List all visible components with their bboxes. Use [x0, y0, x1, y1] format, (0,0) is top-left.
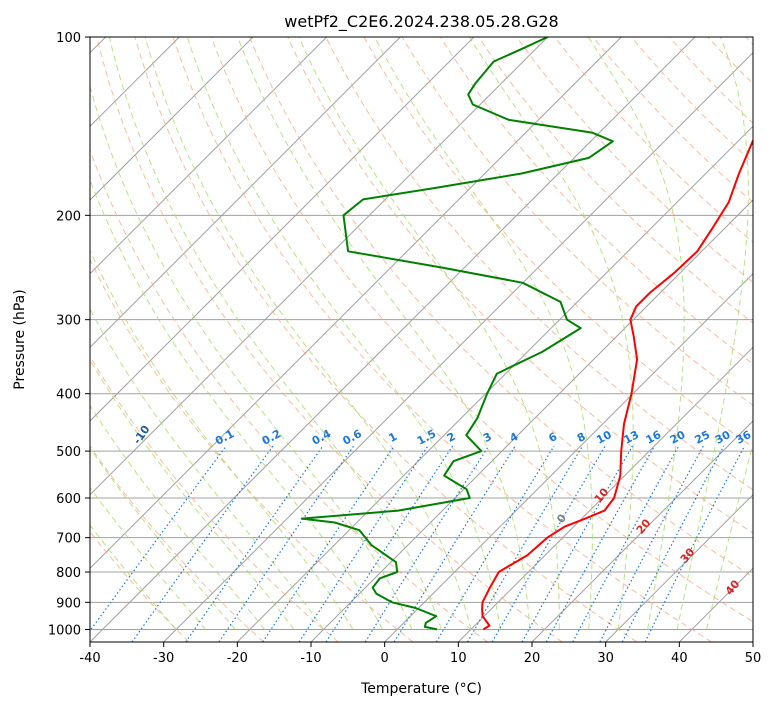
moist-adiabat [469, 37, 634, 630]
plot-frame [89, 36, 754, 643]
y-tick-label: 1000 [48, 623, 81, 638]
dry-adiabat [172, 37, 712, 642]
isotherm--20 [236, 125, 753, 642]
x-axis-label: Temperature (°C) [360, 681, 482, 697]
mixing-ratio-label: 16 [644, 428, 664, 447]
axes: -40 -30 -20 -10 0 10 20 30 40 50 100 200 300 400 500 60… [48, 31, 761, 666]
moist-adiabat [90, 84, 413, 630]
y-tick-label: 900 [56, 596, 81, 611]
x-tick-label: 0 [381, 651, 389, 666]
mixing-ratio-label: 30 [713, 428, 733, 447]
temperature-line [481, 138, 753, 631]
chart-title: wetPf2_C2E6.2024.238.05.28.G28 [284, 12, 558, 32]
moist-adiabat [706, 441, 753, 630]
isotherm-30 [605, 493, 753, 642]
moist-adiabat [90, 486, 207, 630]
moist-adiabat [108, 37, 442, 630]
mixing-ratio-line [325, 445, 454, 642]
mixing-ratio-label: 13 [622, 428, 642, 447]
mixing-ratio-line [621, 445, 725, 642]
x-tick-label: 40 [671, 651, 688, 666]
moist-adiabat [298, 37, 560, 630]
y-tick-label: 500 [56, 445, 81, 460]
x-tick-label: 20 [524, 651, 541, 666]
x-tick-label: -40 [79, 651, 100, 666]
moist-adiabat [90, 358, 295, 630]
moist-adiabat [587, 37, 685, 630]
isotherm--30 [163, 51, 753, 642]
y-tick-label: 300 [56, 314, 81, 329]
y-tick-label: 800 [56, 566, 81, 581]
mixing-ratio-line [218, 445, 355, 642]
dry-adiabat [630, 37, 753, 164]
moist-adiabat [90, 524, 177, 630]
y-tick-label: 200 [56, 209, 81, 224]
moist-adiabat [90, 404, 265, 630]
mixing-ratio-label: 25 [693, 428, 713, 447]
moist-adiabat [237, 37, 531, 630]
isotherm--100 [90, 37, 254, 201]
isotherm--90 [90, 37, 328, 275]
y-axis-label: Pressure (hPa) [12, 289, 28, 389]
moist-adiabat [90, 308, 324, 630]
mixing-ratio-line [364, 445, 490, 642]
moist-adiabat [676, 37, 749, 630]
y-tick-label: 100 [56, 31, 81, 46]
isotherm-0 [384, 272, 753, 642]
dry-adiabat [287, 37, 753, 534]
mixing-ratio-line [545, 445, 656, 642]
moist-adiabat [90, 447, 236, 630]
dry-adiabat [90, 258, 414, 642]
moist-adiabat [90, 249, 354, 630]
isotherm--10 [310, 199, 753, 642]
mixing-ratio-line [131, 445, 274, 642]
y-tick-label: 700 [56, 532, 81, 547]
x-tick-label: 10 [450, 651, 467, 666]
x-tick-label: -30 [153, 651, 174, 666]
plot-area: -100-90-80-70-60-50-40-30-20-100.10.20.4… [90, 37, 754, 642]
isotherm--70 [90, 37, 475, 422]
x-tick-label: 50 [745, 651, 762, 666]
mixing-ratio-line [185, 445, 324, 642]
moist-adiabat [144, 37, 472, 630]
y-tick-label: 400 [56, 388, 81, 403]
mixing-ratio-line [298, 445, 429, 642]
dry-adiabat [249, 37, 753, 578]
isotherm-10 [457, 346, 753, 642]
mixing-ratio-label: 20 [668, 428, 688, 447]
dry-adiabat [96, 37, 563, 642]
mixing-ratio-line [435, 445, 555, 642]
dry-adiabat [401, 37, 753, 406]
moist-adiabat [374, 37, 593, 630]
dry-adiabat [478, 37, 753, 324]
mixing-ratio-line [262, 445, 395, 642]
x-tick-label: -10 [300, 651, 321, 666]
isotherm--60 [90, 37, 549, 496]
moist-adiabat [186, 37, 501, 630]
isotherm-20 [531, 420, 753, 642]
mixing-ratio-line [644, 445, 746, 642]
dry-adiabat [592, 37, 753, 203]
mixing-ratio-line [521, 445, 634, 642]
x-tick-label: 30 [597, 651, 614, 666]
dry-adiabat [516, 37, 753, 284]
mixing-ratio-label: 36 [734, 428, 754, 447]
mixing-ratio-label: 10 [594, 428, 614, 447]
dry-adiabat [134, 37, 638, 642]
dry-adiabat [210, 37, 753, 623]
dewpoint-line [300, 37, 614, 631]
mixing-ratio-line [393, 445, 516, 642]
dry-adiabat [363, 37, 753, 448]
dry-adiabat [90, 445, 264, 642]
y-tick-label: 600 [56, 492, 81, 507]
x-tick-label: -20 [227, 651, 248, 666]
isotherm--50 [90, 37, 622, 570]
